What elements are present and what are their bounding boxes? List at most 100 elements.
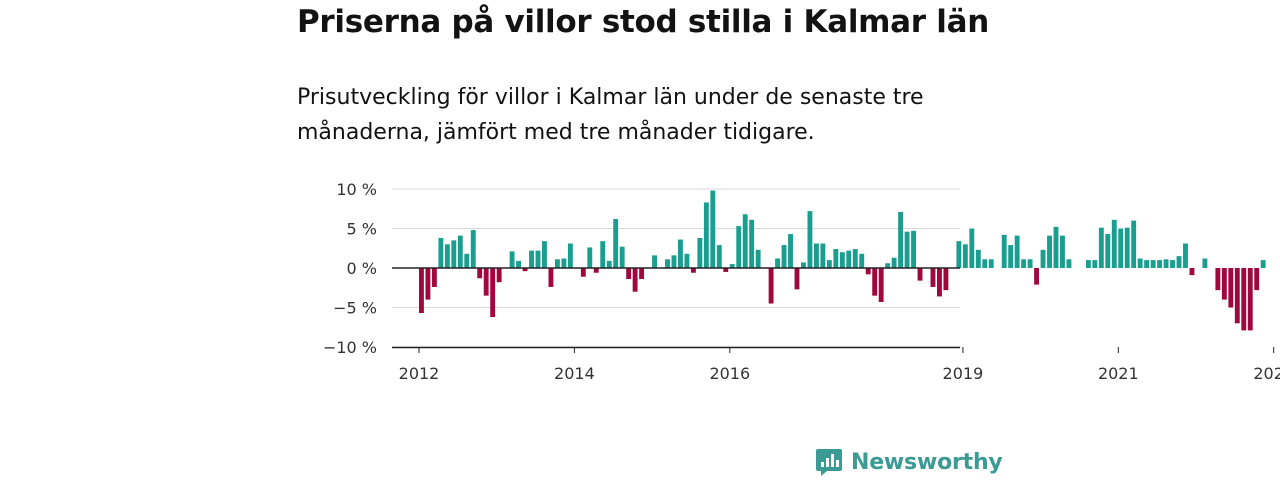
bar (943, 268, 949, 291)
bar (684, 253, 690, 268)
bar (665, 259, 670, 268)
bar (1014, 235, 1020, 268)
bar (1066, 259, 1072, 268)
bar (723, 268, 729, 272)
bar (846, 250, 852, 268)
x-tick-label: 2016 (709, 364, 750, 383)
bar (820, 243, 826, 268)
bar (438, 237, 444, 268)
bar (678, 239, 683, 268)
bar (554, 259, 560, 268)
bar (911, 230, 916, 268)
bar (969, 228, 975, 268)
bar (1111, 219, 1117, 268)
bar (710, 190, 716, 268)
bar (652, 255, 657, 268)
bar (1021, 259, 1027, 268)
bar (1040, 249, 1046, 268)
y-tick-label: −5 % (333, 299, 377, 318)
bar (1221, 268, 1227, 300)
bar (1118, 228, 1124, 268)
bar (781, 245, 787, 268)
bar (742, 214, 748, 268)
bar (1105, 234, 1111, 268)
bar (975, 249, 981, 268)
bar (852, 249, 858, 268)
bar (865, 268, 871, 275)
bar (509, 251, 515, 268)
bar (1047, 235, 1052, 268)
bar (839, 252, 845, 268)
bar (1137, 258, 1143, 268)
bar (729, 264, 735, 268)
bar (1254, 268, 1260, 291)
x-tick-label: 2019 (943, 364, 984, 383)
bar (626, 268, 632, 280)
bar (1163, 259, 1169, 268)
bar (937, 268, 942, 297)
bar (833, 249, 839, 268)
bar (425, 268, 431, 300)
bar (826, 260, 832, 268)
bar (671, 255, 677, 268)
bar (807, 211, 813, 268)
bar (567, 243, 573, 268)
bar (464, 253, 470, 268)
bar (431, 268, 437, 287)
bar (697, 237, 703, 268)
bar (1131, 220, 1137, 268)
bar (1124, 227, 1130, 268)
bar (872, 268, 878, 296)
bar (542, 241, 547, 268)
bar (444, 244, 450, 268)
bar (1008, 245, 1014, 268)
brand-name: Newsworthy (851, 449, 1003, 475)
bar (982, 259, 988, 268)
bar (457, 235, 463, 268)
tick-labels: 10 % 5 % 0 % −5 % −10 % 2012 2014 2016 2019 2021 2… (323, 180, 1280, 383)
bar (956, 241, 962, 268)
bar (716, 245, 722, 268)
x-tick-label: 2023 (1253, 364, 1280, 383)
bar (1215, 268, 1221, 291)
bar (1157, 260, 1163, 268)
y-tick-label: 10 % (336, 180, 377, 199)
bar (1176, 256, 1182, 268)
newsworthy-brand: Newsworthy (815, 446, 1003, 478)
chart-subtitle: Prisutveckling för villor i Kalmar län u… (297, 85, 924, 145)
bar (930, 268, 936, 287)
bar (419, 268, 424, 314)
axes (392, 267, 1275, 353)
bar (451, 240, 457, 268)
y-tick-label: −10 % (323, 338, 377, 357)
bar (988, 259, 994, 268)
bar (535, 250, 541, 268)
bar (470, 230, 476, 268)
bar (490, 268, 496, 317)
bar (1034, 268, 1040, 285)
bar (1202, 258, 1208, 268)
bar (878, 268, 884, 302)
bar (775, 258, 781, 268)
y-tick-label: 5 % (347, 220, 377, 239)
bar (632, 268, 638, 292)
bar (1001, 234, 1007, 268)
bar (904, 231, 910, 268)
chart-title: Priserna på villor stod stilla i Kalmar … (297, 4, 989, 40)
bar (962, 244, 968, 268)
bar (755, 249, 761, 268)
bar (703, 202, 709, 268)
bar (1247, 268, 1253, 331)
bar (600, 241, 606, 268)
bar (606, 260, 612, 268)
bar (529, 250, 534, 268)
x-tick-label: 2021 (1098, 364, 1139, 383)
bar (548, 268, 554, 287)
x-tick-label: 2014 (554, 364, 595, 383)
bar (613, 219, 619, 268)
bars (419, 190, 1266, 331)
bar (1150, 260, 1156, 268)
bar (1241, 268, 1247, 331)
bar (917, 268, 923, 281)
